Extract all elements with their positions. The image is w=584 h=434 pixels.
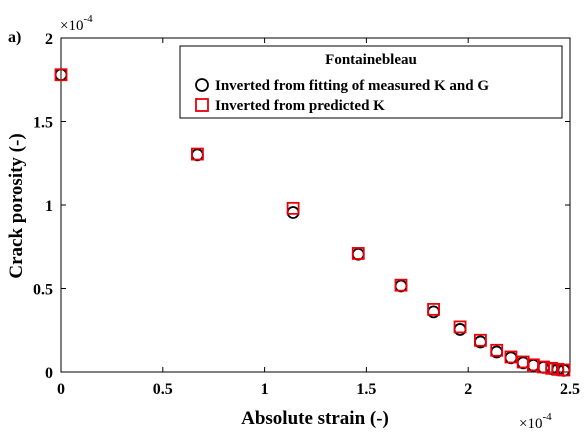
y-exponent-power: -4 [83,13,93,25]
y-axis-ticks: 0 0.5 1 1.5 2 [33,31,570,382]
legend-box [179,45,563,119]
data-point-square [557,363,571,377]
series-predicted [54,68,571,377]
data-point-square [351,247,365,260]
y-tick-label: 0 [45,365,53,382]
svg-text:×10-4: ×10-4 [60,13,93,34]
x-exponent: ×10-4 [519,411,552,432]
data-point-square [504,350,518,364]
y-tick-label: 1.5 [33,115,53,132]
y-exponent: ×10-4 [60,13,93,34]
x-tick-label: 0.5 [153,381,173,398]
y-axis-title: Crack porosity (-) [6,133,27,278]
x-exponent-power: -4 [542,411,552,423]
data-point-square [474,333,487,347]
x-tick-label: 1 [261,381,269,398]
data-point-square [427,302,440,316]
data-point-square [54,68,68,82]
y-exponent-base: ×10 [60,18,83,34]
x-axis-ticks: 0 0.5 1 1.5 2 2.5 [57,38,580,398]
legend-entry-predicted: Inverted from predicted K [215,98,385,114]
x-tick-label: 2 [464,381,472,398]
legend-marker-circle [195,78,209,92]
legend-title: Fontainebleau [325,52,417,68]
legend: Fontainebleau Inverted from fitting of m… [179,45,563,119]
x-tick-label: 0 [57,381,65,398]
svg-text:×10-4: ×10-4 [519,411,552,432]
data-point-square [394,278,408,292]
panel-label: a) [8,29,21,46]
x-tick-label: 2.5 [560,381,580,398]
legend-marker-square [195,98,209,112]
data-points [54,68,571,377]
x-tick-label: 1.5 [356,381,376,398]
x-exponent-base: ×10 [519,416,542,432]
data-point-circle [286,206,300,219]
y-tick-label: 1 [45,198,53,215]
x-axis-title: Absolute strain (-) [241,408,389,429]
legend-entry-measured: Inverted from fitting of measured K and … [215,78,489,94]
data-point-square [537,360,550,374]
y-tick-label: 0.5 [33,282,53,299]
y-tick-label: 2 [45,31,53,48]
data-point-square [191,147,204,161]
data-point-square [453,320,467,334]
data-point-square [490,343,504,357]
data-point-square [286,201,300,215]
